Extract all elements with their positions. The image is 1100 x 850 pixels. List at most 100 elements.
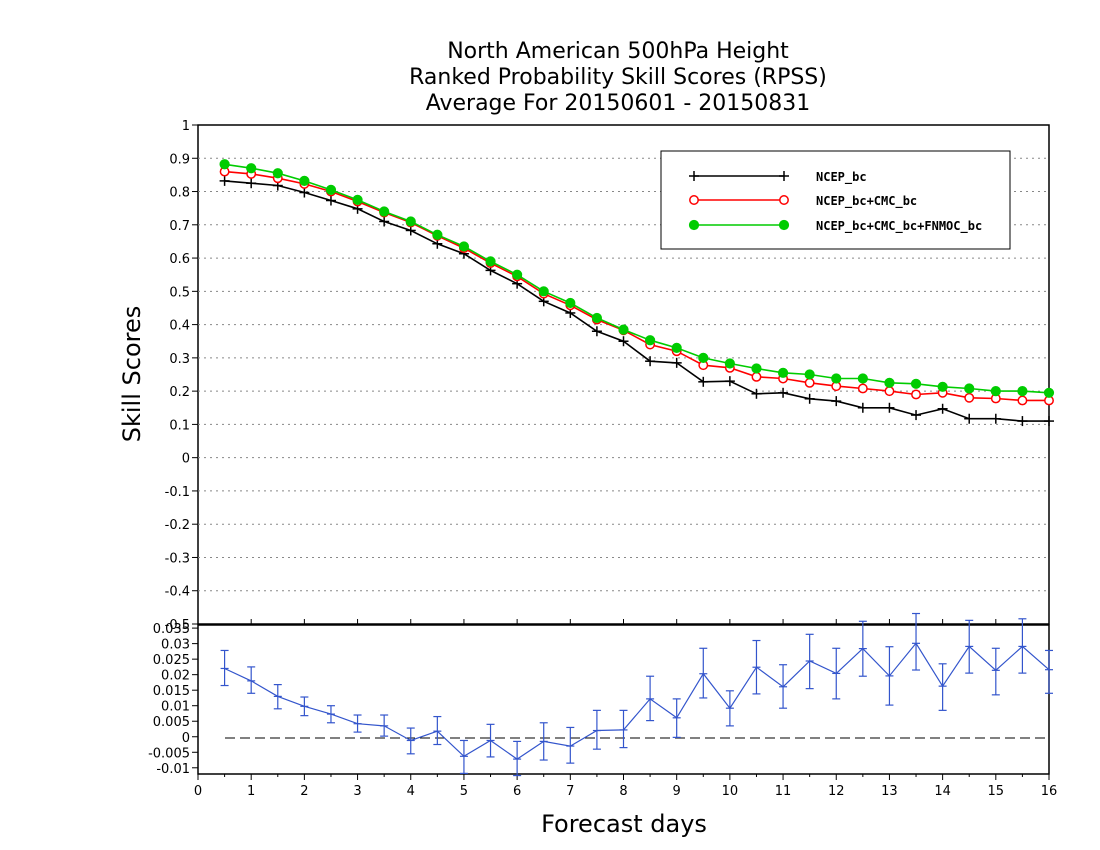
x-tick-label: 0 <box>194 784 202 799</box>
y-tick-label: 0.6 <box>169 252 190 267</box>
x-tick-label: 7 <box>566 784 574 799</box>
point-marker <box>219 159 230 170</box>
y-tick-label: 0.015 <box>153 684 190 699</box>
point-marker <box>964 383 975 394</box>
point-marker <box>804 377 815 388</box>
x-tick-label: 15 <box>988 784 1005 799</box>
x-tick-label: 5 <box>460 784 468 799</box>
y-tick-label: 0.7 <box>169 219 190 234</box>
y-tick-label: 0.02 <box>161 669 190 684</box>
legend-label-ncep: NCEP_bc <box>816 170 867 185</box>
point-marker <box>246 163 257 174</box>
lower-y-axis: -0.01-0.00500.0050.010.0150.020.0250.030… <box>148 622 198 777</box>
point-marker <box>804 369 815 380</box>
difference-line <box>224 642 1050 760</box>
point-marker <box>857 383 868 394</box>
point-marker <box>778 219 790 231</box>
point-marker <box>990 386 1001 397</box>
y-tick-label: 0.8 <box>169 186 190 201</box>
point-marker <box>432 229 443 240</box>
point-marker <box>458 241 470 252</box>
y-tick-label: 0.9 <box>169 152 190 167</box>
point-marker <box>538 286 549 297</box>
x-tick-label: 4 <box>407 784 415 799</box>
legend-label-ncep-cmc-fnmoc: NCEP_bc+CMC_bc+FNMOC_bc <box>816 219 982 234</box>
chart-title-line-1: North American 500hPa Height <box>447 39 789 64</box>
point-marker <box>884 377 895 388</box>
point-marker <box>779 195 789 205</box>
y-tick-label: 0.2 <box>169 385 190 400</box>
y-tick-label: 0.005 <box>153 715 190 730</box>
chart-title-line-3: Average For 20150601 - 20150831 <box>426 91 811 116</box>
y-tick-label: -0.2 <box>165 518 190 533</box>
x-axis-label: Forecast days <box>541 810 707 838</box>
y-tick-label: 0.035 <box>153 622 190 637</box>
point-marker <box>911 389 921 400</box>
point-marker <box>724 358 735 369</box>
x-tick-label: 16 <box>1041 784 1058 799</box>
y-tick-label: -0.4 <box>165 585 190 600</box>
point-marker <box>688 219 700 231</box>
x-tick-label: 14 <box>934 784 951 799</box>
point-marker <box>884 386 895 397</box>
x-tick-label: 12 <box>828 784 845 799</box>
point-marker <box>689 195 699 205</box>
point-marker <box>857 373 868 384</box>
point-marker <box>751 371 762 382</box>
x-tick-label: 6 <box>513 784 521 799</box>
x-tick-label: 13 <box>881 784 898 799</box>
y-tick-label: 0.03 <box>161 638 190 653</box>
y-tick-label: 1 <box>182 119 190 134</box>
point-marker <box>565 297 576 309</box>
point-marker <box>272 168 283 179</box>
point-marker <box>512 269 523 280</box>
point-marker <box>698 352 709 363</box>
upper-y-axis: -0.5 -0.4 -0.3 -0.2 -0.1 0 0.1 0.2 0.3 0.4 0.5 0.6 0… <box>165 119 198 633</box>
lower-plot-frame <box>197 624 1050 775</box>
y-tick-label: 0 <box>182 731 190 746</box>
y-tick-label: 0.025 <box>153 653 190 668</box>
point-marker <box>1043 387 1055 398</box>
point-marker <box>1017 395 1028 406</box>
y-tick-label: 0.3 <box>169 352 190 367</box>
point-marker <box>299 175 310 186</box>
y-tick-label: -0.005 <box>148 746 190 761</box>
lower-series-layer <box>220 612 1053 777</box>
x-tick-label: 3 <box>353 784 361 799</box>
y-tick-label: 0.01 <box>161 700 190 715</box>
x-tick-label: 10 <box>722 784 739 799</box>
point-marker <box>777 367 789 378</box>
x-tick-label: 9 <box>673 784 681 799</box>
point-marker <box>644 335 656 346</box>
point-marker <box>485 256 496 267</box>
x-axis: 0 1 2 3 4 5 6 7 8 9 10 11 12 13 14 15 16 <box>194 619 1057 799</box>
y-tick-label: -0.1 <box>165 485 190 500</box>
y-tick-label: 0.5 <box>169 285 190 300</box>
x-tick-label: 1 <box>247 784 255 799</box>
y-axis-label: Skill Scores <box>118 306 146 443</box>
point-marker <box>591 312 603 324</box>
legend-items <box>688 171 790 231</box>
series-line-0 <box>224 180 1049 422</box>
point-marker <box>325 184 337 195</box>
y-tick-label: -0.01 <box>156 762 190 777</box>
legend: NCEP_bc NCEP_bc+CMC_bc NCEP_bc+CMC_bc+FN… <box>660 150 1011 250</box>
y-tick-label: 0.4 <box>169 319 190 334</box>
point-marker <box>910 378 922 389</box>
point-marker <box>618 324 629 335</box>
y-tick-label: 0.1 <box>169 418 190 433</box>
point-marker <box>937 381 948 392</box>
upper-series-layer <box>219 159 1055 427</box>
point-marker <box>751 363 762 374</box>
x-tick-label: 2 <box>300 784 308 799</box>
point-marker <box>1017 386 1028 397</box>
x-tick-label: 8 <box>619 784 627 799</box>
point-marker <box>405 216 416 227</box>
x-tick-label: 11 <box>775 784 792 799</box>
legend-label-ncep-cmc: NCEP_bc+CMC_bc <box>816 194 917 209</box>
chart-title-line-2: Ranked Probability Skill Scores (RPSS) <box>409 65 827 90</box>
point-marker <box>671 342 682 353</box>
y-tick-label: 0 <box>182 452 190 467</box>
point-marker <box>831 373 842 384</box>
